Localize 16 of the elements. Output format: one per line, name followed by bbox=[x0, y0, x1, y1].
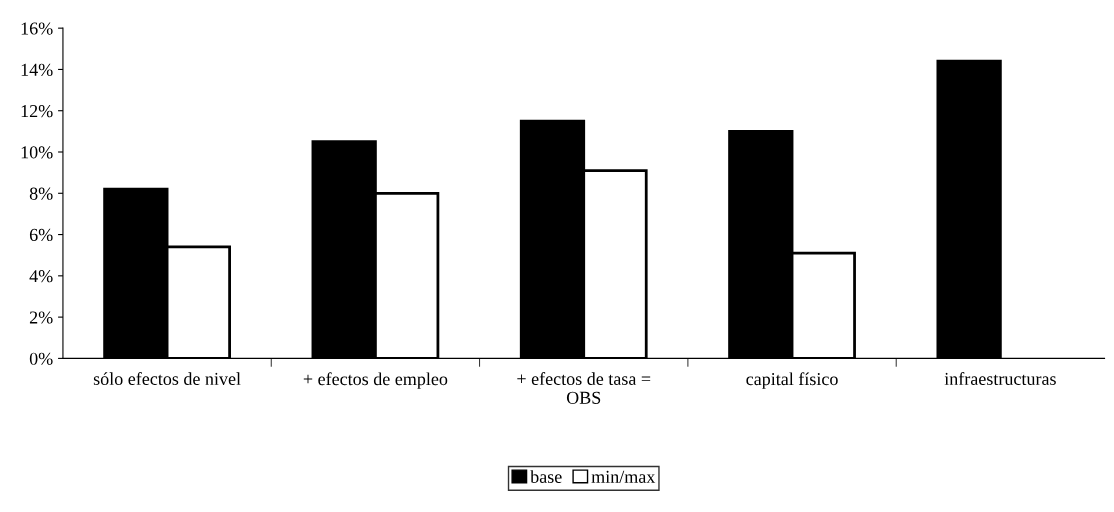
x-tick-label: infraestructuras bbox=[944, 372, 1056, 385]
y-tick-label: 4% bbox=[29, 270, 53, 283]
y-tick-label: 8% bbox=[29, 187, 53, 200]
y-tick-label: 14% bbox=[21, 63, 53, 76]
legend-label: min/max bbox=[591, 470, 656, 483]
y-tick-label: 0% bbox=[29, 352, 53, 365]
y-tick-label: 12% bbox=[21, 104, 53, 118]
y-tick-label: 2% bbox=[29, 311, 53, 324]
x-tick-label: sólo efectos de nivel bbox=[93, 372, 241, 385]
y-tick-label: 16% bbox=[21, 22, 53, 35]
y-tick-label: 10% bbox=[21, 146, 53, 159]
x-tick-label: + efectos de tasa = OBS bbox=[517, 372, 651, 404]
legend-label: base bbox=[530, 470, 562, 483]
x-tick-label: capital físico bbox=[746, 372, 838, 389]
y-tick-label: 6% bbox=[29, 228, 53, 242]
x-tick-label: + efectos de empleo bbox=[303, 372, 448, 389]
